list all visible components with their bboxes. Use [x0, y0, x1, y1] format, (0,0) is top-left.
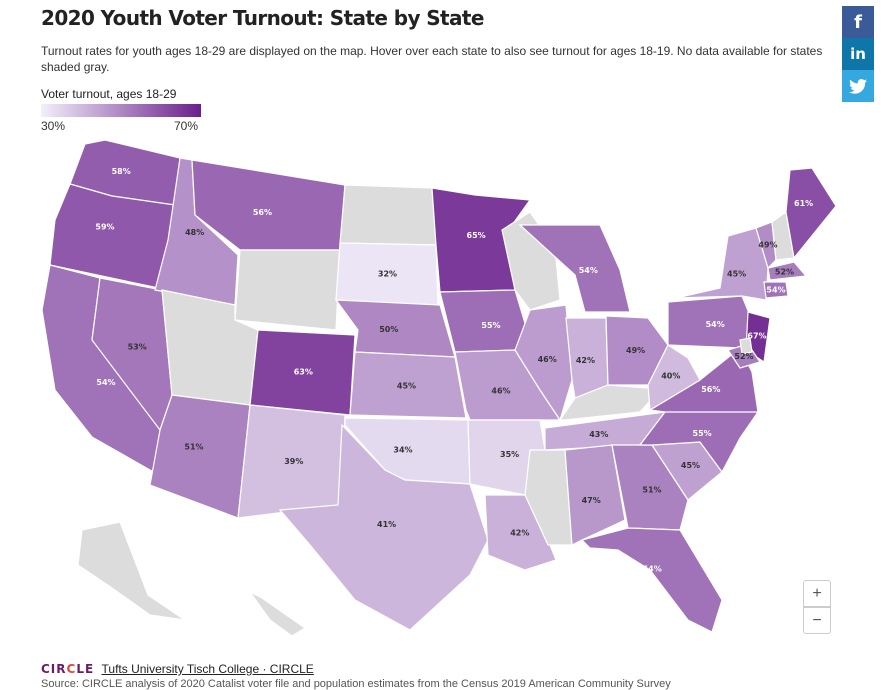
state-wv[interactable] — [647, 344, 701, 412]
state-label-ct: 54% — [766, 286, 785, 295]
source-note: Source: CIRCLE analysis of 2020 Catalist… — [41, 678, 671, 690]
state-label-ia: 55% — [481, 321, 500, 330]
state-label-nj: 67% — [747, 332, 766, 341]
state-label-ca: 54% — [96, 378, 115, 387]
state-label-oh: 49% — [626, 346, 645, 355]
state-fl[interactable] — [580, 527, 723, 633]
page-subtitle: Turnout rates for youth ages 18-29 are d… — [41, 44, 823, 74]
state-label-or: 59% — [95, 223, 114, 232]
legend-min-label: 30% — [41, 119, 66, 133]
facebook-icon: f — [854, 11, 862, 33]
page-title: 2020 Youth Voter Turnout: State by State — [41, 6, 484, 30]
state-label-id: 48% — [185, 228, 204, 237]
state-label-wa: 58% — [112, 167, 131, 176]
state-label-me: 61% — [794, 199, 813, 208]
state-mi[interactable] — [518, 224, 631, 313]
state-label-sd: 32% — [378, 269, 397, 278]
state-label-nv: 53% — [128, 343, 147, 352]
state-az[interactable] — [149, 394, 251, 519]
state-ak[interactable] — [77, 521, 186, 621]
state-label-mn: 65% — [467, 231, 486, 240]
us-map: 58% 59% 54% 53% 48% 56% 51% 63% 39% 32% 50% 45% 34% 4… — [41, 139, 837, 637]
state-tx[interactable] — [278, 423, 489, 631]
twitter-share-button[interactable] — [842, 70, 874, 102]
state-label-nc: 55% — [693, 429, 712, 438]
state-label-la: 42% — [510, 529, 529, 538]
state-label-il: 46% — [538, 355, 557, 364]
state-hi[interactable] — [249, 591, 307, 637]
state-label-ma: 52% — [775, 268, 794, 277]
state-label-ar: 35% — [500, 450, 519, 459]
linkedin-share-button[interactable]: in — [842, 38, 874, 70]
state-label-va: 56% — [701, 385, 720, 394]
state-label-ga: 51% — [642, 486, 661, 495]
state-label-al: 47% — [582, 496, 601, 505]
state-ms[interactable] — [524, 449, 573, 546]
state-label-co: 63% — [294, 367, 313, 376]
state-label-fl: 54% — [643, 565, 662, 574]
state-label-tx: 41% — [377, 520, 396, 529]
twitter-icon — [849, 78, 867, 94]
state-label-az: 51% — [184, 443, 203, 452]
state-al[interactable] — [564, 444, 626, 546]
linkedin-icon: in — [850, 45, 866, 63]
tufts-circle-link[interactable]: Tufts University Tisch College · CIRCLE — [101, 662, 314, 676]
zoom-in-button[interactable]: + — [803, 580, 831, 607]
state-label-in: 42% — [576, 356, 595, 365]
state-label-pa: 54% — [706, 320, 725, 329]
state-label-mi: 54% — [579, 266, 598, 275]
state-label-vt: 49% — [758, 241, 777, 250]
state-wy[interactable] — [234, 249, 341, 331]
state-ny[interactable] — [675, 227, 769, 301]
state-label-ny: 45% — [727, 269, 746, 278]
state-label-tn: 43% — [589, 430, 608, 439]
state-label-ok: 34% — [393, 446, 412, 455]
state-me[interactable] — [785, 167, 837, 260]
facebook-share-button[interactable]: f — [842, 6, 874, 38]
state-nd[interactable] — [339, 184, 437, 246]
state-de[interactable] — [739, 337, 753, 355]
state-label-md: 52% — [734, 352, 753, 361]
state-label-ne: 50% — [379, 325, 398, 334]
state-label-wv: 40% — [661, 372, 680, 381]
state-label-nm: 39% — [284, 457, 303, 466]
state-label-mt: 56% — [253, 208, 272, 217]
circle-logo: CIRCLE — [41, 662, 95, 676]
legend-max-label: 70% — [174, 119, 199, 133]
states-layer — [41, 139, 837, 637]
state-label-ks: 45% — [397, 382, 416, 391]
state-ks[interactable] — [349, 351, 467, 419]
state-ma[interactable] — [767, 261, 808, 281]
footer: CIRCLE Tufts University Tisch College · … — [41, 662, 314, 676]
state-label-mo: 46% — [491, 386, 510, 395]
state-ct[interactable] — [763, 281, 789, 299]
legend-title: Voter turnout, ages 18-29 — [41, 87, 177, 101]
zoom-out-button[interactable]: − — [803, 607, 831, 634]
legend-gradient — [41, 104, 201, 117]
labels-layer: 58% 59% 54% 53% 48% 56% 51% 63% 39% 32% 50% 45% 34% 4… — [95, 167, 813, 574]
state-label-sc: 45% — [681, 461, 700, 470]
